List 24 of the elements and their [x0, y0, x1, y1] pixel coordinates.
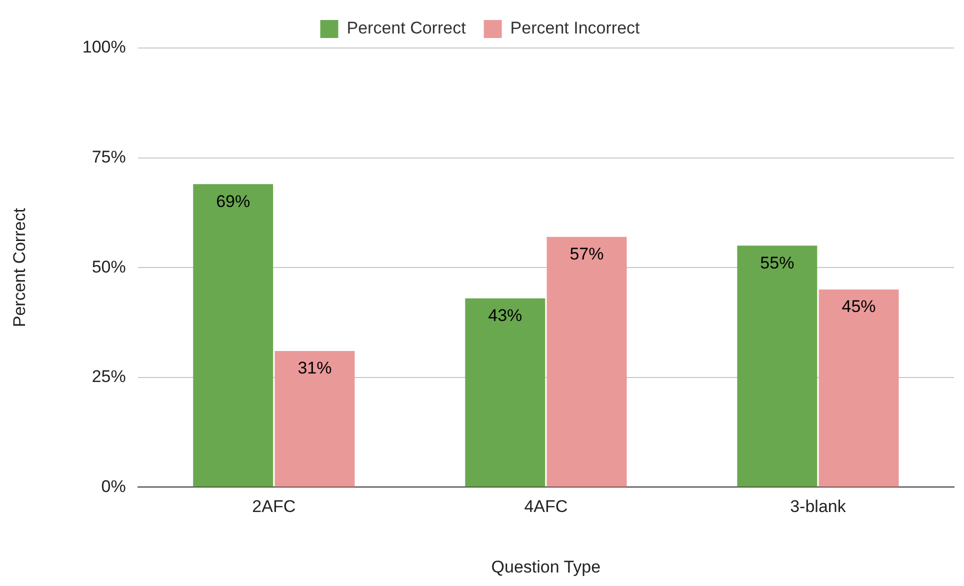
bar: [546, 236, 627, 487]
y-tick-label: 50%: [92, 257, 126, 276]
bar: [818, 290, 899, 487]
x-tick-label: 3-blank: [790, 497, 846, 516]
data-label: 31%: [298, 358, 332, 378]
y-axis-title: Percent Correct: [10, 208, 29, 328]
bar: [274, 351, 355, 487]
x-tick-label: 4AFC: [524, 497, 568, 516]
legend-label: Percent Correct: [346, 18, 466, 38]
data-label: 43%: [488, 306, 522, 326]
data-label: 55%: [760, 253, 794, 272]
data-label: 45%: [842, 297, 876, 316]
bar: [465, 298, 546, 487]
bar: [193, 184, 274, 487]
x-tick-label: 2AFC: [252, 497, 296, 516]
x-axis-title: Question Type: [491, 557, 601, 576]
data-label: 57%: [570, 244, 604, 264]
y-tick-label: 100%: [82, 38, 126, 57]
y-tick-label: 75%: [92, 147, 126, 166]
y-tick-label: 25%: [92, 367, 126, 386]
bar: [737, 246, 818, 487]
legend-label: Percent Incorrect: [510, 18, 640, 38]
data-label: 69%: [216, 192, 250, 211]
y-tick-label: 0%: [101, 476, 126, 496]
